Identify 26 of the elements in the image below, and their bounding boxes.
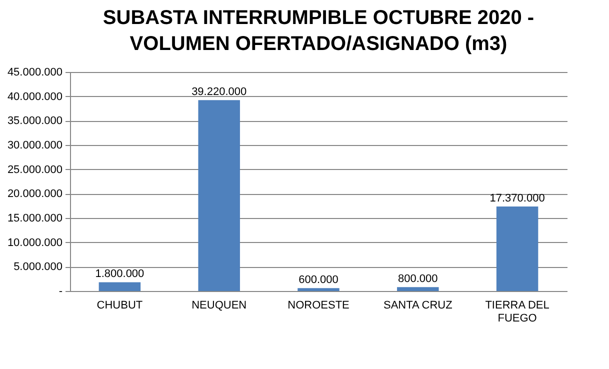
x-tick-label: TIERRA DEL FUEGO (485, 300, 550, 324)
x-tick-label: CHUBUT (96, 300, 143, 312)
y-tick-label: 35.000.000 (7, 115, 62, 128)
x-tick-label: NEUQUEN (192, 300, 247, 312)
y-tick-label: - (58, 286, 63, 298)
y-tick-label: 40.000.000 (7, 90, 62, 103)
bar (298, 288, 340, 291)
x-tick-label: SANTA CRUZ (383, 300, 453, 312)
data-label: 800.000 (398, 273, 438, 286)
data-label: 17.370.000 (490, 192, 545, 204)
x-tick-label: NOROESTE (288, 300, 350, 312)
data-label: 39.220.000 (192, 86, 247, 98)
y-tick-label: 25.000.000 (7, 164, 62, 176)
y-tick-label: 15.000.000 (7, 212, 62, 224)
bar (397, 287, 439, 291)
chart-title: SUBASTA INTERRUMPIBLE OCTUBRE 2020 - VOLUMEN OFERTADO/ASIGNADO (m3) (102, 7, 534, 55)
y-tick-label: 45.000.000 (7, 66, 62, 78)
y-tick-label: 30.000.000 (7, 140, 62, 152)
y-tick-label: 10.000.000 (7, 236, 62, 249)
bar (98, 282, 141, 291)
y-tick-label: 5.000.000 (14, 261, 62, 274)
data-label: 1.800.000 (95, 268, 144, 280)
data-label: 600.000 (298, 274, 338, 286)
bar (198, 100, 240, 291)
bar (496, 206, 538, 291)
y-tick-label: 20.000.000 (7, 188, 62, 200)
